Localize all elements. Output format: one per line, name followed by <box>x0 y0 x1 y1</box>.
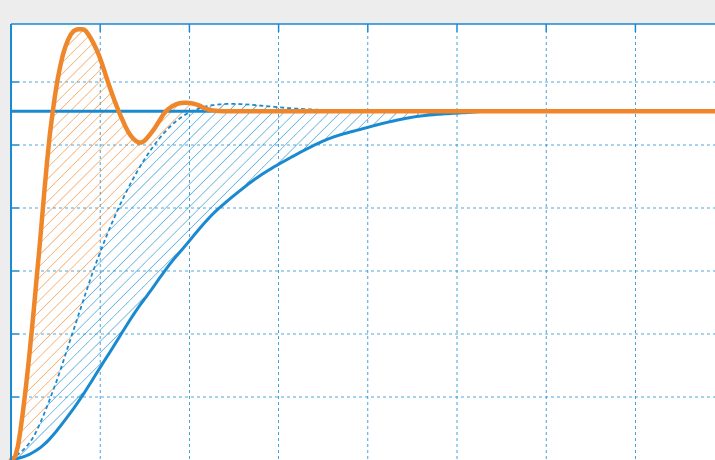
hatched-area-blue <box>11 103 715 460</box>
series-line-orange <box>8 26 715 460</box>
hatched-area-orange <box>11 29 715 460</box>
axes-frame <box>10 23 715 460</box>
series-lines <box>8 26 715 460</box>
hatched-areas <box>11 29 715 460</box>
